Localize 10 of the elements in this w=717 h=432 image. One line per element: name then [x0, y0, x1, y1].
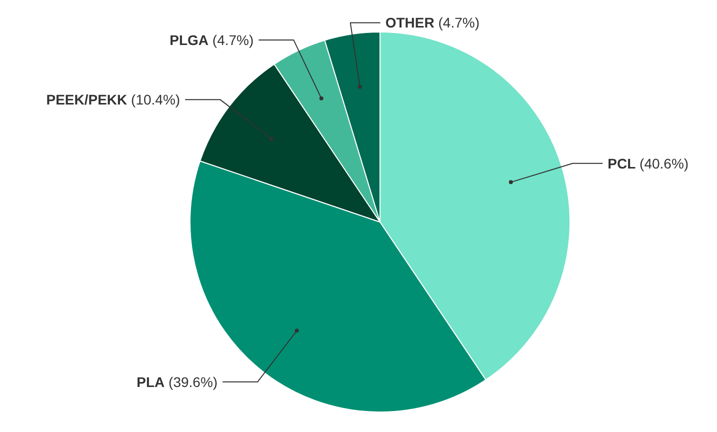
data-label: (40.6%): [636, 155, 689, 172]
data-label: (4.7%): [434, 14, 480, 31]
slice-label: PLA: [136, 374, 165, 390]
slice-label: PLGA: [170, 32, 209, 48]
slice-label: OTHER: [385, 14, 434, 31]
data-label: (10.4%): [127, 91, 180, 108]
slice-label: PEEK/PEKK: [46, 91, 128, 108]
data-label: (4.7%): [208, 32, 254, 48]
slice-label: PCL: [608, 155, 636, 172]
data-label: (39.6%): [164, 374, 218, 390]
